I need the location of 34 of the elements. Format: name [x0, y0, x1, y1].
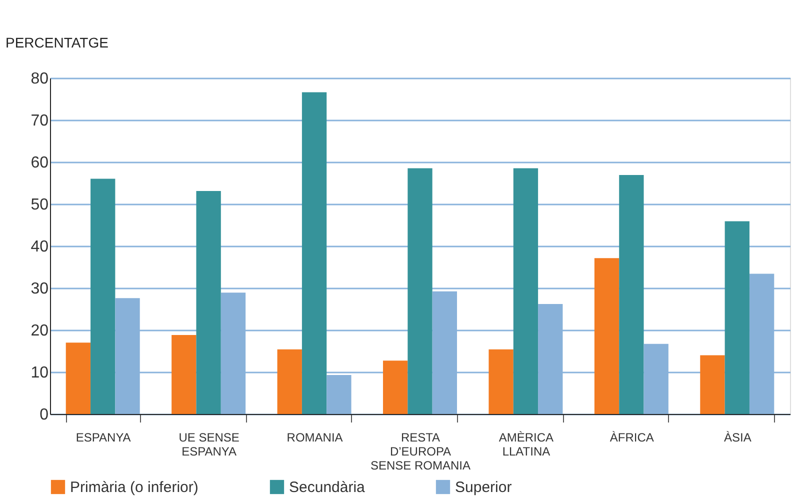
x-tick-label: ÀSIA — [724, 430, 752, 444]
legend-label: Primària (o inferior) — [70, 479, 198, 496]
bar — [383, 360, 408, 414]
x-tick-label: AMÈRICA LLATINA — [498, 430, 554, 458]
y-tick-label: 10 — [30, 364, 49, 382]
bar — [513, 168, 538, 414]
y-tick-label: 80 — [30, 70, 49, 88]
x-tick-label: RESTA D’EUROPA SENSE ROMANIA — [370, 430, 471, 472]
y-tick-label: 0 — [40, 406, 49, 424]
bar — [196, 190, 221, 414]
bar — [277, 349, 302, 414]
bar — [302, 92, 327, 414]
x-tick-label: ÀFRICA — [610, 430, 654, 444]
x-tick-label: ESPANYA — [76, 430, 131, 444]
y-tick-label: 30 — [30, 280, 49, 298]
y-tick-label: 70 — [30, 112, 49, 130]
bar — [66, 342, 91, 414]
x-tick-label: ROMANIA — [286, 430, 343, 444]
y-tick-label: 60 — [30, 154, 49, 172]
bar — [488, 349, 514, 414]
y-tick-label: 40 — [30, 238, 49, 256]
bar — [408, 168, 432, 414]
y-axis-title: PERCENTATGE — [6, 34, 108, 50]
bar — [90, 178, 116, 414]
bar — [172, 335, 196, 414]
y-tick-label: 50 — [30, 196, 49, 214]
legend-label: Secundària — [289, 479, 366, 496]
x-tick-label: UE SENSE ESPANYA — [178, 430, 240, 458]
bar — [619, 175, 644, 414]
y-tick-label: 20 — [30, 322, 49, 340]
legend-label: Superior — [455, 479, 512, 496]
bar — [724, 221, 750, 414]
bar — [700, 355, 725, 414]
bar — [594, 258, 620, 414]
